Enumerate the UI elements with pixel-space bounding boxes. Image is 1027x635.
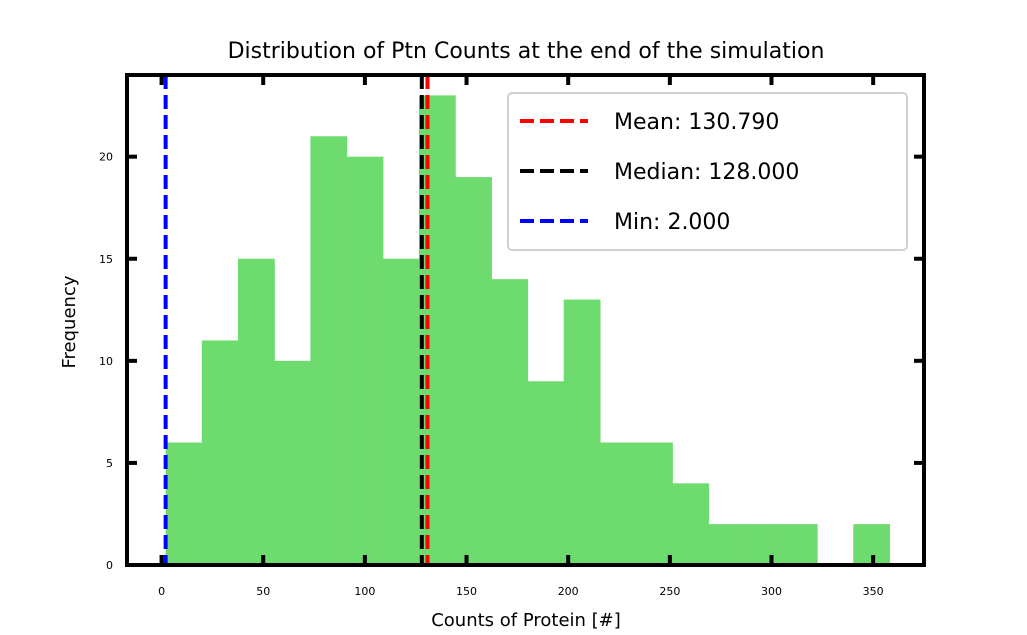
histogram-bar: [599, 442, 637, 565]
histogram-bar: [310, 136, 348, 565]
x-tick-label: 100: [354, 585, 375, 598]
x-tick-label: 0: [158, 585, 165, 598]
y-tick-label: 5: [106, 457, 113, 470]
legend-label: Min: 2.000: [614, 210, 730, 235]
histogram-bar: [455, 177, 492, 566]
legend-label: Mean: 130.790: [614, 110, 779, 135]
histogram-bar: [165, 442, 203, 565]
histogram-bar: [780, 524, 818, 565]
legend-label: Median: 128.000: [614, 160, 799, 185]
histogram-bar: [563, 299, 601, 565]
x-tick-label: 300: [761, 585, 782, 598]
histogram-bar: [346, 156, 384, 565]
histogram-bar: [527, 381, 565, 565]
y-tick-label: 0: [106, 559, 113, 572]
x-tick-label: 150: [456, 585, 477, 598]
histogram-bar: [274, 360, 311, 565]
x-axis-label: Counts of Protein [#]: [431, 610, 621, 631]
y-axis-label: Frequency: [59, 275, 80, 368]
histogram-bar: [238, 258, 275, 565]
reference-lines: [163, 75, 430, 565]
y-tick-label: 10: [99, 355, 113, 368]
histogram-bar: [382, 258, 420, 565]
histogram-bar: [491, 279, 529, 565]
histogram-bar: [744, 524, 782, 565]
legend: Mean: 130.790 Median: 128.000 Min: 2.000: [507, 92, 908, 251]
histogram-bars: [165, 95, 891, 566]
x-tick-label: 200: [558, 585, 579, 598]
histogram-bar: [636, 442, 673, 565]
y-tick-label: 20: [99, 151, 113, 164]
x-tick-label: 250: [659, 585, 680, 598]
x-tick-label: 350: [863, 585, 884, 598]
legend-box: [507, 92, 908, 251]
x-tick-label: 50: [256, 585, 270, 598]
chart-title: Distribution of Ptn Counts at the end of…: [228, 39, 825, 64]
histogram-bar: [672, 483, 710, 565]
histogram-bar: [418, 95, 456, 566]
y-tick-label: 15: [99, 253, 113, 266]
plot-frame: [125, 73, 926, 567]
histogram-bar: [708, 524, 746, 565]
histogram-bar: [201, 340, 239, 565]
